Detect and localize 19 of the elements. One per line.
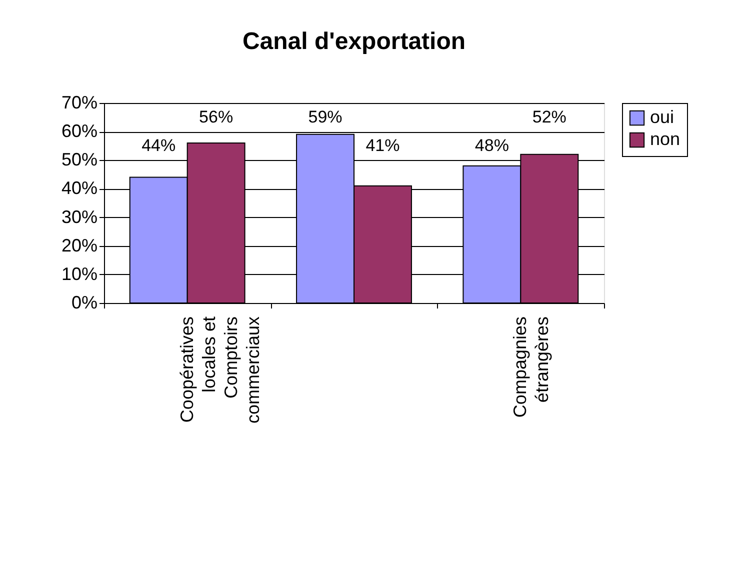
- data-label: 48%: [474, 136, 509, 155]
- chart-title: Canal d'exportation: [242, 28, 466, 55]
- y-tick-label: 0%: [71, 292, 98, 312]
- y-tick-label: 30%: [61, 206, 98, 227]
- legend-label: oui: [650, 107, 674, 127]
- data-label: 59%: [308, 107, 342, 126]
- y-tick-label: 40%: [61, 178, 98, 198]
- data-label: 56%: [199, 107, 234, 126]
- y-tick-label: 70%: [61, 92, 98, 112]
- y-tick-label: 10%: [61, 264, 98, 284]
- data-label: 44%: [142, 136, 176, 155]
- x-tick-label: Compagnies étrangères: [510, 316, 552, 418]
- y-tick-label: 50%: [61, 150, 98, 170]
- legend-label: non: [650, 129, 680, 149]
- y-tick-label: 20%: [61, 235, 98, 256]
- data-label: 41%: [366, 136, 400, 155]
- x-tick-label: Coopératives locales et Comptoirs commerciaux: [176, 316, 263, 424]
- data-label: 52%: [532, 107, 566, 126]
- y-tick-label: 60%: [61, 121, 98, 142]
